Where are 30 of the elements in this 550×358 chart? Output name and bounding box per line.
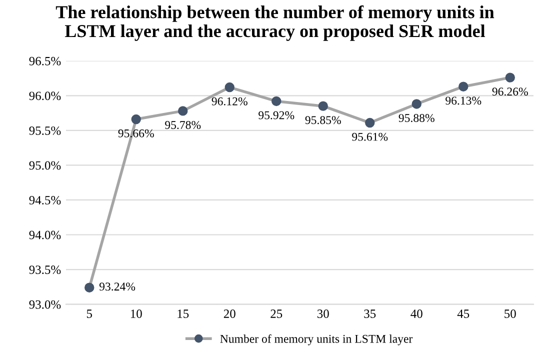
chart-title: The relationship between the number of memory units in LSTM layer and the accuracy on proposed SER model: [56, 5, 494, 41]
x-tick-label: 10: [130, 310, 142, 318]
x-tick-label: 45: [457, 310, 470, 318]
y-tick-label: 93.0%: [29, 300, 61, 309]
y-tick-label: 95.0%: [29, 161, 61, 170]
x-tick-label: 20: [224, 310, 236, 318]
y-tick-label: 95.5%: [29, 126, 61, 135]
x-tick-label: 35: [364, 310, 376, 318]
legend-label: Number of memory units in LSTM layer: [220, 334, 413, 346]
y-tick-label: 96.5%: [29, 56, 61, 66]
x-tick-label: 15: [178, 310, 189, 318]
data-label: 96.12%: [212, 97, 248, 106]
y-tick-label: 94.5%: [29, 196, 61, 204]
data-label: 96.13%: [446, 96, 482, 105]
data-label: 95.66%: [118, 129, 154, 138]
x-tick-label: 30: [317, 310, 329, 318]
data-label: 95.88%: [398, 114, 434, 122]
data-label: 95.85%: [305, 116, 341, 124]
x-tick-label: 40: [410, 310, 422, 318]
y-tick-label: 93.5%: [29, 266, 61, 274]
data-label: 95.92%: [258, 111, 294, 120]
y-tick-label: 94.0%: [29, 230, 61, 240]
data-label: 93.24%: [99, 282, 136, 291]
data-label: 95.78%: [165, 121, 201, 130]
x-tick-label: 50: [504, 310, 516, 318]
y-tick-label: 96.0%: [29, 92, 61, 100]
x-tick-label: 5: [86, 310, 92, 318]
data-label: 95.61%: [352, 132, 388, 141]
data-label: 96.26%: [492, 88, 528, 96]
x-tick-label: 25: [270, 310, 282, 318]
